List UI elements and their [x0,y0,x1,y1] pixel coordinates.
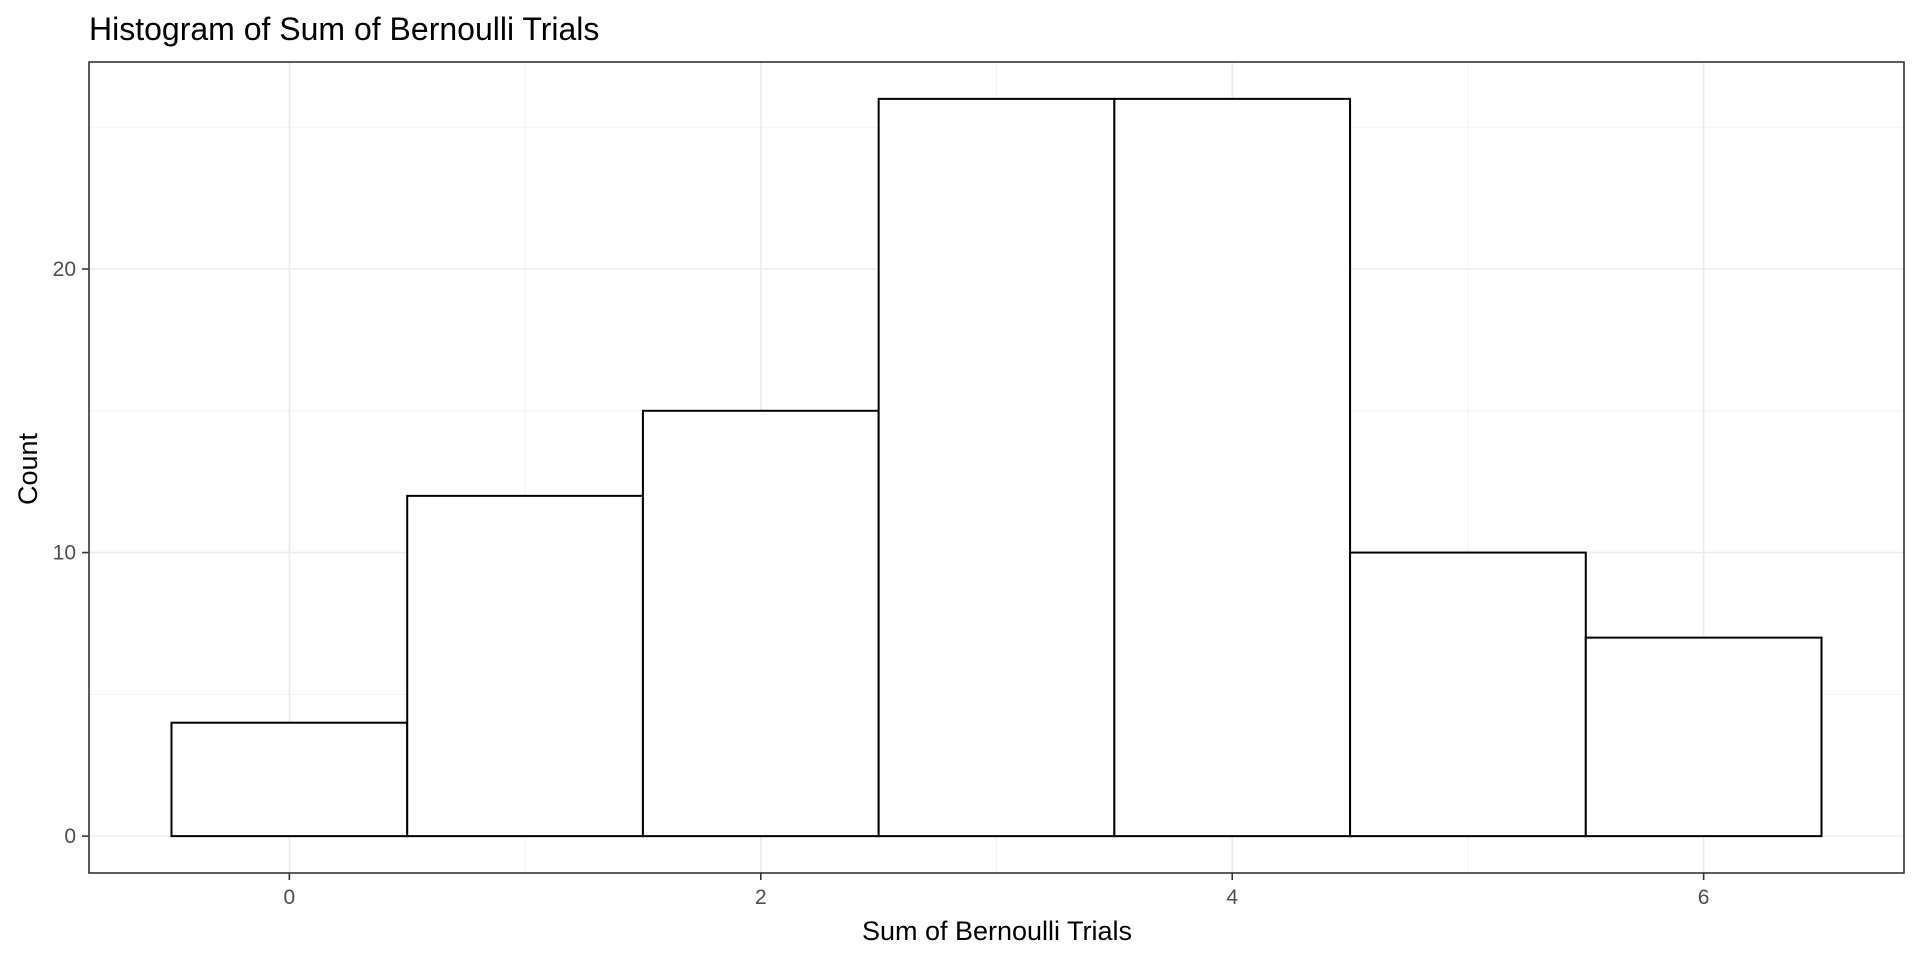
y-tick-label: 20 [53,258,76,281]
histogram-bar [170,721,409,838]
y-axis-title: Count [13,432,43,505]
axis-tick-labels: 0 2 4 6 0 10 20 [53,258,1710,909]
chart-title: Histogram of Sum of Bernoulli Trials [89,11,599,47]
x-tick-label: 2 [755,886,767,909]
x-tick-label: 0 [284,886,296,909]
histogram-bars [170,97,1823,838]
x-tick-label: 4 [1226,886,1238,909]
histogram-bar [1113,97,1352,838]
panel-border [88,61,1905,874]
histogram-bar [1584,636,1823,838]
y-tick-label: 10 [53,542,76,565]
histogram-bar [406,494,644,838]
histogram-bar [641,409,880,838]
x-axis-title: Sum of Bernoulli Trials [862,916,1132,946]
axis-ticks [82,268,1705,880]
histogram-bar [1349,551,1587,838]
y-tick-label: 0 [64,825,76,848]
histogram-bar [877,97,1116,838]
x-tick-label: 6 [1698,886,1710,909]
